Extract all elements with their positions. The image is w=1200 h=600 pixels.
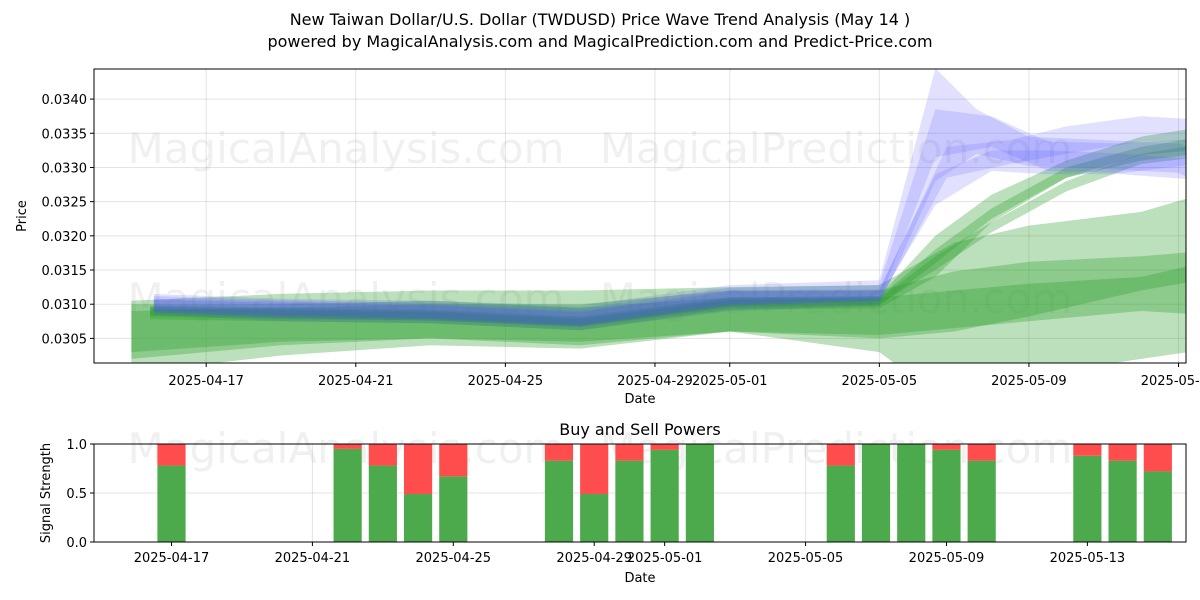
buy-bar	[861, 444, 891, 542]
y-tick-label: 0.0310	[42, 298, 88, 313]
x-axis-label: Date	[624, 571, 655, 586]
x-tick-label: 2025-04-21	[318, 374, 394, 389]
sell-bar	[580, 444, 609, 494]
y-tick-label: 0.0315	[42, 264, 88, 279]
y-tick-label: 0.0335	[42, 127, 88, 142]
sell-bar	[544, 444, 574, 461]
x-tick-label: 2025-04-29	[617, 374, 693, 389]
plot-frame	[93, 68, 1187, 364]
x-tick-label: 2025-05-09	[991, 374, 1067, 389]
x-tick-label: 2025-04-25	[468, 374, 544, 389]
blue-wave-band	[153, 109, 1186, 327]
x-tick-label: 2025-04-25	[416, 551, 492, 566]
bottom-chart-title: Buy and Sell Powers	[559, 420, 721, 439]
x-tick-label: 2025-05-05	[768, 551, 844, 566]
watermark-text: MagicalAnalysis.com	[128, 274, 565, 323]
x-tick-label: 2025-05-13	[1141, 374, 1200, 389]
green-wave-band	[131, 252, 1186, 363]
sell-bar	[1108, 444, 1137, 461]
sell-bar	[650, 444, 679, 450]
y-axis-label: Signal Strength	[39, 443, 54, 543]
sell-bar	[333, 444, 362, 449]
sell-bar	[967, 444, 996, 461]
buy-bar	[580, 493, 609, 542]
buy-bar	[685, 444, 714, 542]
x-tick-label: 2025-04-17	[168, 374, 244, 389]
buy-bar	[157, 465, 186, 542]
buy-sell-powers-panel: MagicalAnalysis.comMagicalPrediction.com…	[39, 420, 1187, 586]
sell-bar	[403, 444, 433, 494]
chart-title-line2: powered by MagicalAnalysis.com and Magic…	[267, 32, 932, 51]
watermark-text: MagicalAnalysis.com	[128, 124, 565, 173]
x-tick-label: 2025-05-09	[909, 551, 985, 566]
y-tick-label: 0.0340	[42, 93, 88, 108]
x-tick-label: 2025-04-17	[134, 551, 210, 566]
watermark-text: MagicalPrediction.com	[600, 274, 1073, 323]
buy-bar	[333, 448, 362, 542]
x-tick-label: 2025-04-29	[556, 551, 632, 566]
sell-bar	[368, 444, 397, 466]
x-tick-label: 2025-05-13	[1050, 551, 1126, 566]
price-wave-panel: MagicalAnalysis.com MagicalPrediction.com…	[15, 68, 1200, 407]
green-wave-band	[150, 146, 1186, 327]
watermark-text: MagicalPrediction.com	[600, 124, 1073, 173]
y-tick-label: 0.0305	[42, 332, 88, 347]
y-axis-label: Price	[15, 200, 30, 232]
sell-bar	[932, 444, 961, 450]
buy-bar	[650, 449, 679, 542]
x-tick-label: 2025-05-05	[842, 374, 918, 389]
buy-bar	[615, 460, 644, 542]
sell-bar	[826, 444, 855, 466]
buy-bar	[932, 449, 961, 542]
buy-bar	[1073, 455, 1102, 542]
buy-bar	[826, 465, 855, 542]
y-tick-label: 0.5	[66, 487, 87, 502]
buy-bar	[368, 465, 397, 542]
y-tick-label: 1.0	[66, 438, 87, 453]
sell-bar	[157, 444, 186, 466]
buy-bar	[403, 493, 433, 542]
y-tick-label: 0.0	[66, 536, 87, 551]
blue-wave-band	[153, 69, 1186, 331]
buy-bar	[439, 476, 468, 542]
buy-bar	[1108, 460, 1137, 542]
chart-title-line1: New Taiwan Dollar/U.S. Dollar (TWDUSD) P…	[290, 10, 911, 29]
green-wave-band	[131, 266, 1186, 359]
blue-wave-band	[153, 116, 1186, 327]
sell-bar	[615, 444, 644, 461]
buy-bar	[1143, 471, 1172, 542]
green-wave-band	[150, 139, 1186, 328]
green-wave-band	[150, 129, 1186, 331]
blue-wave-band	[153, 150, 1186, 325]
buy-bar	[967, 460, 996, 542]
sell-bar	[439, 444, 468, 477]
x-tick-label: 2025-04-21	[275, 551, 351, 566]
sell-bar	[1073, 444, 1102, 456]
x-axis-label: Date	[624, 392, 655, 407]
sell-bar	[1143, 444, 1172, 472]
y-tick-label: 0.0325	[42, 196, 88, 211]
buy-bar	[544, 460, 574, 542]
x-tick-label: 2025-05-01	[627, 551, 703, 566]
x-tick-label: 2025-05-01	[692, 374, 768, 389]
y-tick-label: 0.0320	[42, 230, 88, 245]
wave-bands	[131, 69, 1186, 363]
buy-bar	[897, 444, 926, 542]
green-wave-band	[131, 198, 1186, 363]
y-tick-label: 0.0330	[42, 161, 88, 176]
